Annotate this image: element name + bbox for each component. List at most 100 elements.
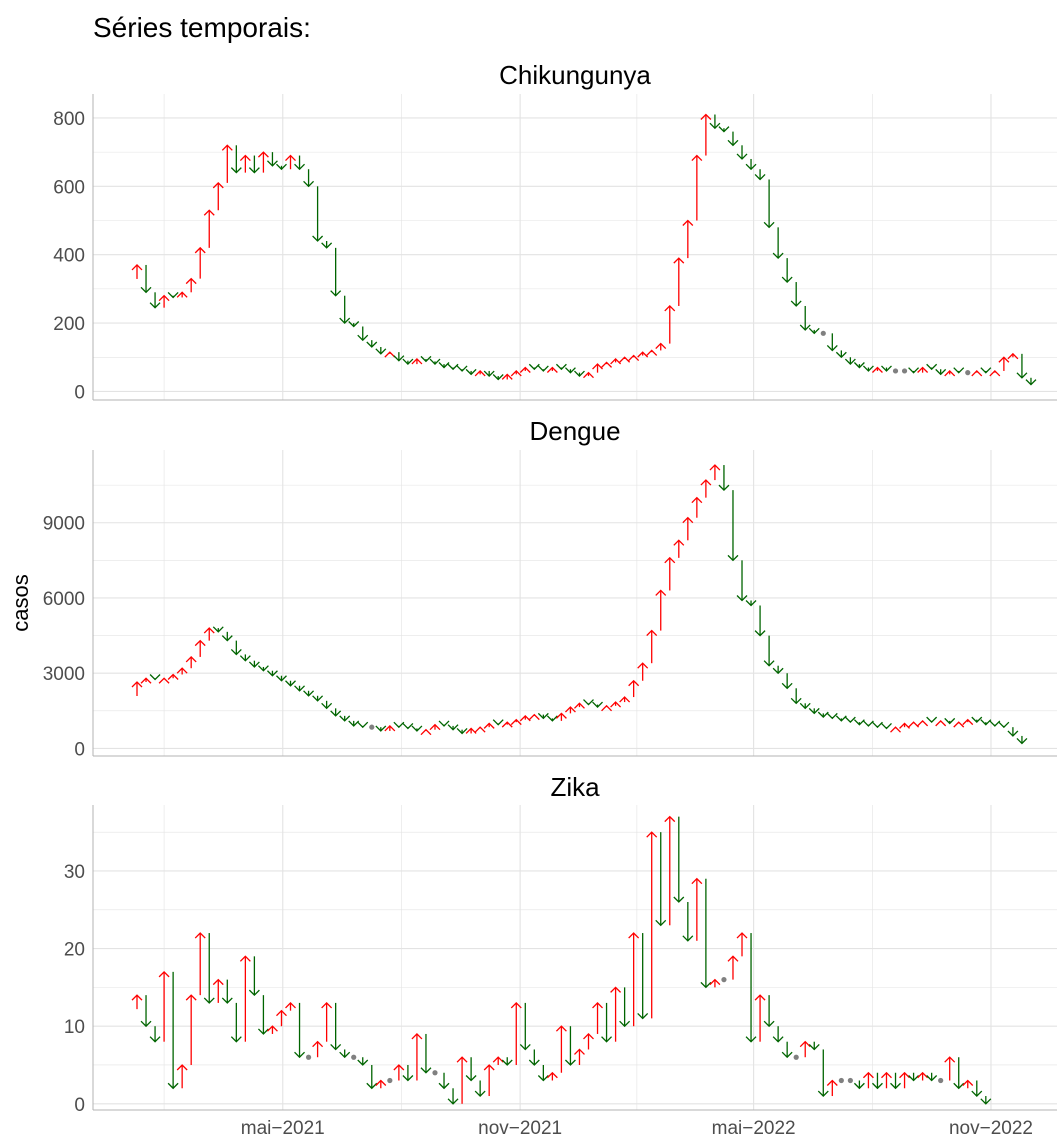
data-arrow [655, 589, 667, 631]
data-arrow [474, 726, 486, 733]
data-arrow [474, 1080, 486, 1097]
panel-chikungunya: Chikungunya 0 200 400 600 800 [53, 60, 1057, 403]
data-arrow [619, 987, 631, 1028]
data-point [369, 724, 375, 730]
data-arrow [330, 247, 342, 297]
data-arrow [881, 722, 892, 730]
data-arrow [989, 720, 1001, 727]
data-arrow [528, 713, 540, 721]
data-arrow [935, 368, 947, 376]
data-arrow [917, 719, 929, 727]
data-arrow [285, 154, 296, 170]
data-arrow [953, 367, 965, 374]
data-arrow [908, 721, 920, 728]
data-arrow [492, 1056, 504, 1065]
data-arrow [456, 365, 468, 372]
data-arrow [574, 1048, 585, 1065]
data-arrow [709, 464, 721, 481]
data-arrow [718, 465, 730, 492]
data-arrow [872, 1072, 883, 1090]
data-arrow [519, 366, 531, 373]
data-arrow [673, 539, 685, 558]
data-arrow [285, 680, 296, 687]
data-arrow [492, 719, 504, 726]
panel-zika: Zika 0 10 20 30 mai−2021 nov−2021 mai−2022 nov−2… [64, 772, 1057, 1138]
data-arrow [745, 933, 757, 1043]
data-arrow [384, 724, 396, 732]
data-arrow [980, 719, 992, 726]
data-arrow [420, 1033, 432, 1074]
data-arrow [303, 169, 315, 188]
data-arrow [817, 1049, 829, 1097]
data-arrow [564, 706, 576, 714]
data-arrow [185, 994, 197, 1065]
data-arrow [375, 1079, 387, 1089]
data-arrow [519, 714, 531, 722]
data-arrow [303, 690, 315, 697]
data-arrow [998, 356, 1010, 371]
data-arrow [592, 363, 603, 373]
data-arrow [673, 816, 685, 903]
data-arrow [510, 718, 522, 726]
data-arrow [438, 1072, 450, 1090]
y-tick-label: 0 [74, 382, 85, 403]
data-arrow [384, 351, 396, 358]
data-arrow [546, 715, 558, 722]
data-arrow [465, 1057, 477, 1082]
data-arrow [411, 725, 423, 732]
data-arrow [483, 1064, 495, 1097]
data-point [351, 1054, 357, 1060]
data-arrow [682, 516, 694, 541]
data-arrow [862, 720, 874, 727]
data-point [938, 1077, 944, 1084]
data-arrow [862, 1071, 874, 1089]
data-arrow [528, 1049, 540, 1066]
data-arrow [691, 496, 703, 518]
data-arrow [637, 933, 649, 1020]
data-arrow [266, 670, 278, 677]
data-arrow [971, 370, 983, 377]
data-arrow [917, 1071, 929, 1081]
data-arrow [646, 349, 658, 356]
data-arrow [881, 1071, 892, 1089]
data-point [387, 1077, 393, 1084]
data-arrow [944, 717, 956, 725]
data-arrow [583, 371, 594, 379]
data-arrow [655, 342, 667, 351]
data-arrow [483, 370, 495, 377]
data-arrow [980, 367, 992, 374]
data-arrow [971, 1080, 983, 1097]
page-title: Séries temporais: [93, 12, 311, 43]
data-arrow [844, 716, 856, 724]
data-arrow [601, 361, 613, 368]
data-arrow [917, 366, 929, 373]
data-arrow [673, 257, 685, 306]
data-arrow [312, 695, 324, 702]
data-arrow [781, 1041, 793, 1059]
data-arrow [953, 1057, 965, 1090]
data-point [847, 1077, 853, 1084]
data-arrow [312, 1040, 324, 1058]
data-arrow [357, 721, 369, 729]
data-arrow [357, 326, 369, 342]
data-arrow [700, 113, 712, 156]
data-arrow [131, 681, 143, 697]
data-arrow [402, 1064, 414, 1082]
data-arrow [628, 679, 640, 698]
y-axis-label: casos [8, 574, 33, 631]
data-arrow [826, 333, 838, 352]
data-arrow [971, 716, 983, 724]
data-arrow [429, 723, 441, 731]
data-arrow [266, 152, 278, 167]
data-arrow [872, 366, 883, 373]
data-arrow [736, 560, 748, 602]
data-arrow [799, 702, 811, 710]
data-arrow [167, 971, 179, 1090]
data-arrow [700, 878, 712, 989]
data-point [305, 1054, 312, 1060]
data-arrow [1007, 727, 1019, 737]
panel-title: Dengue [529, 416, 620, 446]
data-arrow [221, 979, 233, 1004]
data-arrow [393, 1064, 405, 1081]
data-arrow [140, 264, 152, 294]
